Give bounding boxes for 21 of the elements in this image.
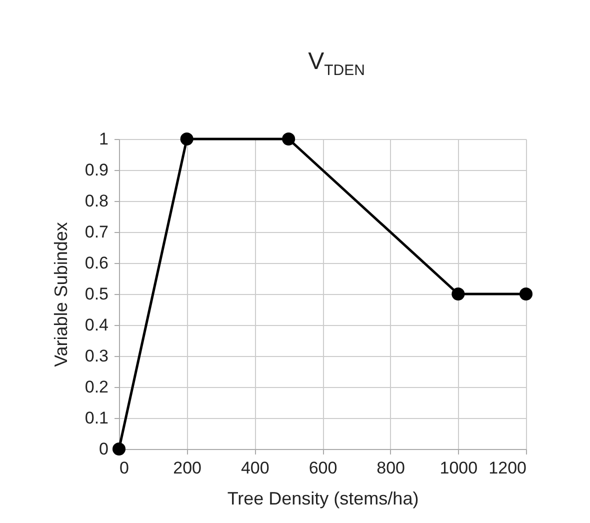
chart-title: V$_{TDEN}$ [307,48,366,79]
y-tick-label: 0 [99,440,108,458]
x-tick-label: 800 [376,458,406,478]
x-tick-label: 200 [173,458,202,478]
x-tick-label: 1000 [440,458,478,478]
x-tick-label: 0 [120,458,129,478]
y-axis-title: Variable Subindex [50,222,71,367]
y-tick-label: 0.5 [84,284,108,304]
y-tick-label: 0.7 [84,222,108,242]
y-tick-label: 0.8 [84,192,108,210]
x-tick-label: 1200 [488,458,526,478]
y-tick-label: 0.2 [84,378,108,396]
y-tick-label: 0.1 [84,408,108,428]
y-tick-label: 1 [99,130,108,148]
x-tick-label: 400 [240,458,270,478]
y-tick-label: 0.6 [84,254,108,272]
y-tick-label: 0.9 [84,160,108,180]
x-axis-title: Tree Density (stems/ha) [227,488,419,508]
y-tick-label: 0.4 [84,316,108,334]
y-tick-label: 0.3 [84,346,108,366]
x-tick-label: 600 [308,458,338,478]
